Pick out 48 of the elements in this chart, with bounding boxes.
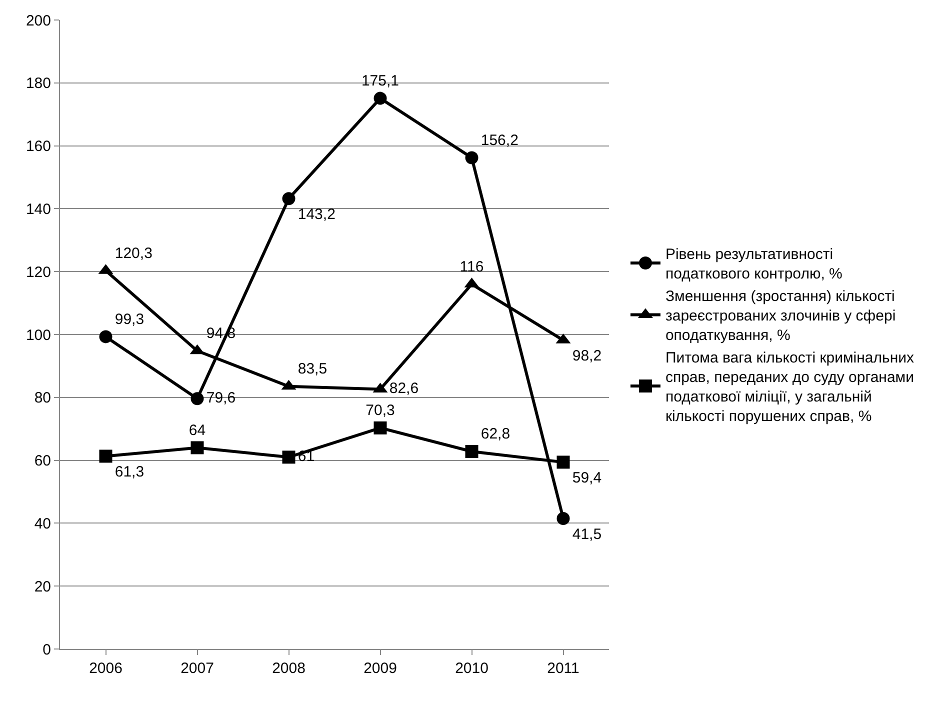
data-label: 79,6 — [206, 389, 236, 406]
data-label: 59,4 — [572, 470, 602, 487]
data-label: 143,2 — [298, 206, 336, 224]
point — [282, 450, 296, 464]
data-label: 82,6 — [389, 380, 419, 397]
point — [190, 441, 204, 454]
point — [374, 421, 387, 434]
point — [190, 392, 204, 406]
point — [99, 330, 112, 344]
data-label: 83,5 — [298, 360, 328, 378]
point — [374, 92, 387, 105]
legend-label: Рівень результативності податкового контролю, % — [665, 246, 842, 283]
data-label: 64 — [188, 422, 206, 439]
y-tick-label: 200 — [26, 12, 51, 30]
data-label: 61,3 — [114, 464, 144, 481]
data-label: 175,1 — [361, 72, 400, 90]
y-tick-label: 20 — [34, 578, 51, 596]
x-tick-label: 2007 — [180, 660, 214, 677]
x-tick-label: 2006 — [89, 660, 122, 677]
data-label: 70,3 — [366, 402, 395, 420]
y-tick-label: 40 — [34, 515, 51, 532]
x-tick-label: 2011 — [547, 660, 580, 677]
legend-label: Питома вага кількості кримінальних справ, переданих до суду органами податкової міліції, у загальній кількості порушених справ, % — [665, 350, 914, 426]
y-tick-label: 120 — [26, 264, 51, 281]
x-tick-label: 2010 — [455, 660, 488, 677]
y-tick-label: 80 — [34, 390, 51, 407]
point — [465, 444, 478, 458]
point — [282, 192, 296, 206]
y-tick-label: 180 — [26, 75, 51, 92]
point — [465, 151, 478, 164]
data-label: 62,8 — [480, 426, 510, 443]
data-label: 156,2 — [480, 132, 518, 149]
y-tick-label: 0 — [42, 641, 51, 658]
data-label: 120,3 — [114, 244, 152, 262]
point — [556, 512, 570, 525]
y-tick-label: 140 — [26, 200, 51, 218]
data-label: 98,2 — [572, 348, 602, 365]
y-tick-label: 160 — [26, 138, 51, 156]
point — [99, 450, 112, 463]
data-label: 116 — [460, 258, 484, 276]
point — [556, 456, 570, 469]
x-tick-label: 2009 — [364, 660, 397, 677]
y-tick-label: 100 — [26, 326, 51, 344]
data-label: 41,5 — [572, 526, 602, 543]
x-tick-label: 2008 — [272, 660, 306, 677]
data-label: 99,3 — [114, 310, 144, 328]
legend-label: Зменшення (зростання) кількості зареєстрованих злочинів у сфері оподаткування, % — [665, 288, 896, 344]
y-tick-label: 60 — [34, 452, 51, 470]
